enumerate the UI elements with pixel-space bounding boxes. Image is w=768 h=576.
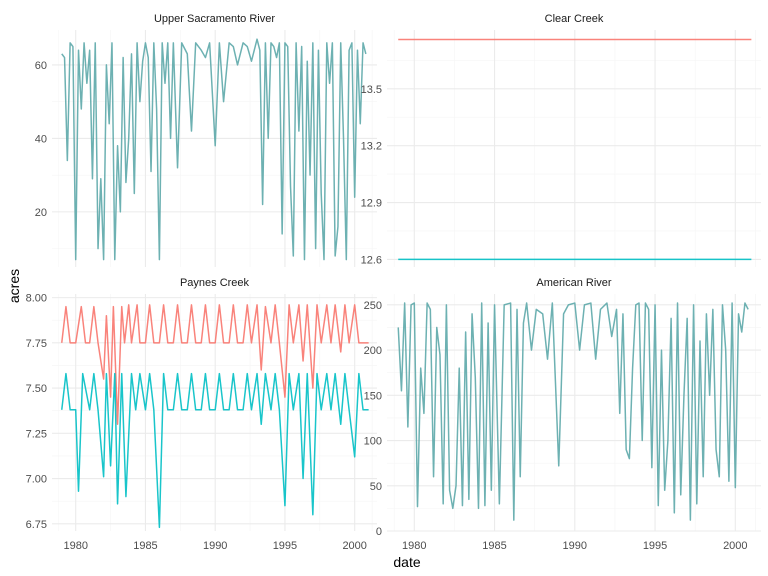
y-tick-label: 8.00	[26, 293, 47, 305]
series-line	[61, 38, 367, 261]
y-tick-label: 100	[364, 436, 382, 448]
y-tick-label: 12.6	[361, 254, 382, 266]
y-tick-label: 200	[364, 345, 382, 357]
x-tick-label: 2000	[723, 540, 747, 552]
series-line	[397, 302, 749, 521]
y-tick-label: 150	[364, 390, 382, 402]
facet-title: Upper Sacramento River	[154, 13, 275, 25]
y-axis-title: acres	[6, 269, 22, 303]
y-tick-label: 40	[35, 133, 47, 145]
facet-title: Paynes Creek	[180, 277, 250, 289]
x-tick-label: 2000	[342, 540, 366, 552]
y-tick-label: 250	[364, 300, 382, 312]
facet-title: American River	[536, 277, 612, 289]
facet-panel: 20 40 60 Upper Sacramento River	[35, 13, 377, 267]
y-tick-label: 13.5	[361, 84, 382, 96]
facet-panel: 0 50 100 150 200 250 1980 1985 1990 1995 2000 Ameri…	[364, 277, 761, 552]
x-tick-label: 1990	[203, 540, 227, 552]
y-tick-label: 12.9	[361, 198, 382, 210]
series-line	[61, 304, 369, 426]
y-tick-label: 60	[35, 60, 47, 72]
y-tick-label: 0	[376, 526, 382, 538]
x-tick-label: 1995	[273, 540, 297, 552]
y-tick-label: 50	[370, 481, 382, 493]
facet-panels: 20 40 60 Upper Sacramento River 12.6 12.9 13.2…	[26, 13, 761, 552]
x-tick-label: 1980	[402, 540, 426, 552]
y-tick-label: 7.00	[26, 474, 47, 486]
y-tick-label: 6.75	[26, 519, 47, 531]
y-tick-label: 7.25	[26, 428, 47, 440]
y-tick-label: 7.75	[26, 338, 47, 350]
y-tick-label: 13.2	[361, 141, 382, 153]
facet-panel: 6.75 7.00 7.25 7.50 7.75 8.00 1980 1985 1990 1995…	[26, 277, 377, 552]
x-tick-label: 1980	[63, 540, 87, 552]
x-tick-label: 1995	[643, 540, 667, 552]
x-tick-label: 1985	[133, 540, 157, 552]
y-tick-label: 7.50	[26, 383, 47, 395]
facet-title: Clear Creek	[545, 13, 604, 25]
y-tick-label: 20	[35, 207, 47, 219]
series-line	[61, 372, 369, 529]
facet-panel: 12.6 12.9 13.2 13.5 Clear Creek	[361, 13, 761, 267]
x-axis-title: date	[393, 554, 420, 570]
x-tick-label: 1990	[563, 540, 587, 552]
x-tick-label: 1985	[482, 540, 506, 552]
